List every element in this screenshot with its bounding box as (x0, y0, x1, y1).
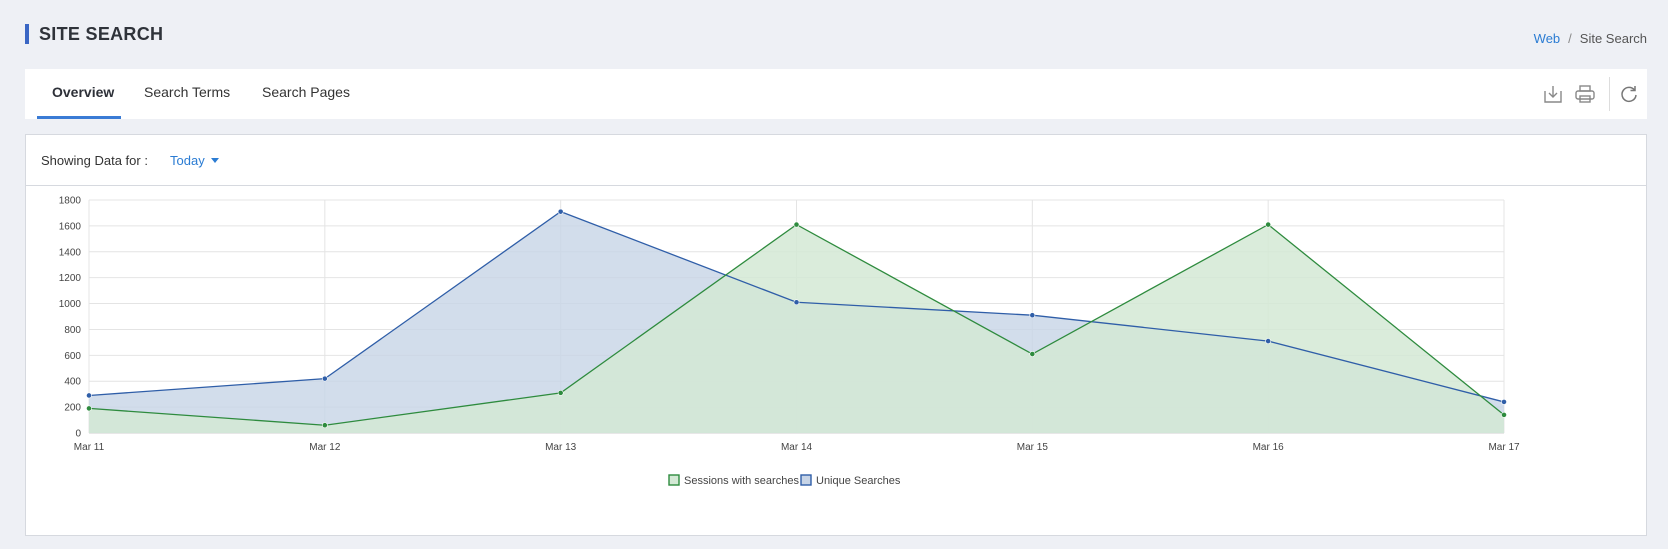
y-tick-label: 800 (64, 325, 81, 336)
unique-searches-point (557, 208, 564, 215)
unique-searches-legend-swatch (800, 474, 812, 486)
chart-card: Showing Data for : Today 0 200 400 600 800 10… (25, 134, 1647, 536)
refresh-icon[interactable] (1617, 82, 1641, 106)
showing-data-label: Showing Data for : (41, 153, 148, 168)
page-title: SITE SEARCH (25, 24, 163, 44)
unique-searches-point (1265, 338, 1272, 344)
tab-search-pages[interactable]: Search Pages (262, 84, 350, 100)
print-icon[interactable] (1573, 82, 1597, 106)
unique-searches-point (1029, 312, 1036, 319)
sessions-with-searches-point (557, 389, 564, 396)
sessions-with-searches-point (321, 422, 328, 429)
chart-legend: Sessions with searches Unique Searches (668, 474, 901, 487)
sessions-with-searches-point (1265, 221, 1272, 228)
unique-searches-point (793, 299, 800, 306)
y-tick-label: 200 (64, 403, 81, 414)
sessions-with-searches-point (1029, 351, 1036, 357)
date-range-dropdown[interactable]: Today (170, 153, 219, 168)
date-range-value: Today (170, 153, 205, 168)
x-tick-label: Mar 11 (74, 442, 105, 453)
unique-searches-point (1501, 399, 1507, 405)
sessions-with-searches-point (86, 405, 92, 412)
unique-searches-point (86, 392, 92, 399)
tab-bar: Overview Search Terms Search Pages (25, 69, 1647, 119)
sessions-with-searches-point (1501, 411, 1507, 418)
breadcrumb-link-web[interactable]: Web (1533, 31, 1561, 46)
x-tick-label: Mar 17 (1488, 442, 1520, 453)
sessions-with-searches-area (89, 224, 1504, 433)
unique-searches-legend-label: Unique Searches (816, 475, 901, 487)
chevron-down-icon (210, 158, 219, 163)
search-area-chart: 0 200 400 600 800 1000 1200 1400 1600 1800 Mar 11 M… (59, 196, 1520, 488)
x-tick-label: Mar 13 (545, 442, 577, 453)
y-tick-label: 1000 (59, 299, 82, 310)
y-tick-label: 400 (64, 377, 81, 388)
y-tick-label: 1200 (59, 273, 82, 284)
tab-overview[interactable]: Overview (37, 69, 121, 119)
breadcrumb: Web / Site Search (1534, 31, 1647, 47)
y-tick-label: 1400 (59, 247, 82, 258)
breadcrumb-current: Site Search (1579, 31, 1647, 46)
sessions-with-searches-point (793, 221, 800, 228)
y-tick-label: 1600 (59, 221, 82, 232)
x-tick-label: Mar 12 (309, 442, 341, 453)
unique-searches-point (321, 375, 328, 382)
toolbar-divider (1609, 77, 1610, 111)
x-tick-label: Mar 15 (1017, 442, 1049, 453)
sessions-with-searches-legend-label: Sessions with searches (684, 475, 799, 487)
tab-search-terms[interactable]: Search Terms (144, 84, 231, 100)
breadcrumb-separator: / (1568, 31, 1572, 46)
y-tick-label: 600 (64, 351, 81, 362)
x-tick-label: Mar 16 (1253, 442, 1285, 453)
download-icon[interactable] (1541, 82, 1565, 106)
filter-bar: Showing Data for : Today (26, 135, 1646, 186)
y-tick-label: 1800 (59, 196, 82, 207)
y-tick-label: 0 (75, 429, 81, 440)
x-tick-label: Mar 14 (781, 442, 813, 453)
sessions-with-searches-legend-swatch (668, 474, 680, 486)
